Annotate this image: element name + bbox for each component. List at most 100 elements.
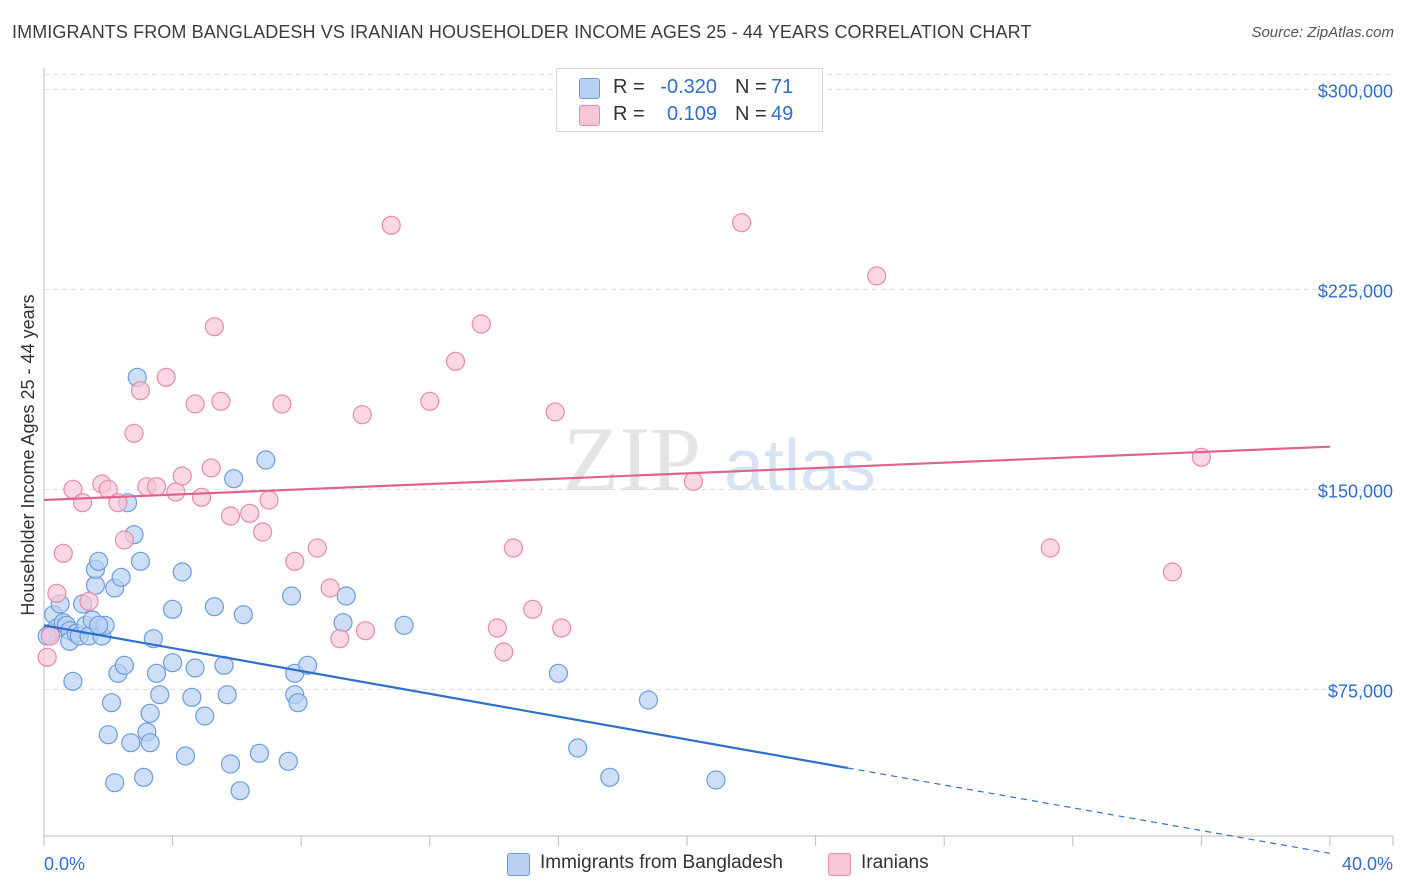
- point-iranians: [259, 490, 279, 510]
- point-bangladesh: [101, 693, 122, 713]
- point-bangladesh: [63, 671, 83, 691]
- series-iranians: [37, 213, 1212, 667]
- point-iranians: [471, 314, 491, 334]
- point-bangladesh: [204, 597, 224, 617]
- trend-line-iranians: [43, 445, 1331, 502]
- point-iranians: [445, 351, 466, 371]
- point-iranians: [37, 647, 57, 667]
- point-bangladesh: [134, 767, 154, 787]
- point-bangladesh: [172, 562, 192, 582]
- y-tick-label: $150,000: [1318, 481, 1393, 501]
- point-iranians: [166, 482, 186, 502]
- legend-n-label: N =: [735, 76, 767, 98]
- point-iranians: [355, 621, 376, 641]
- point-bangladesh: [185, 658, 205, 678]
- legend-r-value: -0.320: [660, 76, 717, 98]
- point-bangladesh: [85, 575, 106, 595]
- point-iranians: [545, 402, 565, 422]
- point-bangladesh: [105, 773, 125, 793]
- point-iranians: [272, 394, 292, 414]
- y-axis-title: Householder Income Ages 25 - 44 years: [18, 294, 38, 615]
- point-iranians: [523, 599, 543, 619]
- point-bangladesh: [140, 703, 160, 723]
- point-bangladesh: [706, 770, 726, 790]
- legend-n-value: 71: [771, 76, 794, 98]
- point-iranians: [130, 381, 151, 401]
- point-iranians: [352, 405, 372, 425]
- point-iranians: [330, 629, 350, 649]
- grid: [44, 74, 1393, 690]
- point-iranians: [240, 503, 260, 523]
- point-iranians: [172, 466, 192, 486]
- point-iranians: [191, 487, 212, 507]
- point-bangladesh: [288, 693, 308, 713]
- point-bangladesh: [224, 469, 244, 489]
- watermark-zip: ZIP: [563, 408, 701, 510]
- point-iranians: [320, 578, 340, 598]
- legend-swatch-blue: [507, 853, 530, 876]
- point-bangladesh: [163, 653, 183, 673]
- x-tick-label-max: 40.0%: [1342, 854, 1393, 874]
- point-iranians: [47, 583, 67, 603]
- legend-label: Iranians: [861, 852, 929, 873]
- point-bangladesh: [195, 706, 215, 726]
- point-iranians: [185, 394, 205, 414]
- point-iranians: [114, 530, 134, 550]
- point-iranians: [867, 266, 887, 286]
- point-iranians: [40, 626, 61, 646]
- point-bangladesh: [568, 738, 588, 758]
- legend-r-label: R =: [613, 76, 645, 98]
- point-iranians: [683, 471, 704, 491]
- point-iranians: [253, 522, 273, 542]
- y-tick-label: $75,000: [1328, 681, 1393, 701]
- point-bangladesh: [278, 751, 298, 771]
- series-legend: Immigrants from Bangladesh Iranians: [0, 852, 1406, 878]
- point-iranians: [201, 458, 221, 478]
- legend-swatch-pink: [579, 105, 600, 126]
- point-bangladesh: [89, 615, 109, 635]
- point-iranians: [503, 538, 523, 558]
- point-bangladesh: [600, 767, 620, 787]
- point-iranians: [220, 506, 241, 526]
- legend-swatch-pink: [828, 853, 851, 876]
- point-iranians: [1162, 562, 1183, 582]
- point-iranians: [72, 493, 93, 513]
- correlation-legend: R = -0.320 N = 71 R = 0.109 N = 49: [556, 68, 823, 132]
- x-tick-label-min: 0.0%: [44, 854, 85, 874]
- point-bangladesh: [163, 599, 183, 619]
- axes: [43, 68, 1394, 846]
- legend-row-iranians: R = 0.109 N = 49: [557, 101, 822, 127]
- y-tick-label: $300,000: [1318, 81, 1393, 101]
- point-bangladesh: [233, 605, 253, 625]
- point-iranians: [156, 367, 176, 387]
- point-bangladesh: [336, 586, 356, 606]
- point-bangladesh: [111, 567, 131, 587]
- point-iranians: [146, 477, 167, 497]
- point-bangladesh: [140, 733, 160, 753]
- point-bangladesh: [146, 663, 167, 683]
- source-credit: Source: ZipAtlas.com: [1251, 24, 1394, 41]
- y-tick-label: $225,000: [1318, 281, 1393, 301]
- point-iranians: [494, 642, 514, 662]
- point-iranians: [53, 543, 73, 563]
- point-bangladesh: [121, 733, 141, 753]
- legend-swatch-blue: [579, 78, 600, 99]
- point-bangladesh: [217, 685, 237, 705]
- point-bangladesh: [98, 725, 118, 745]
- point-bangladesh: [130, 551, 151, 571]
- chart-title: IMMIGRANTS FROM BANGLADESH VS IRANIAN HO…: [12, 22, 1032, 42]
- point-iranians: [204, 317, 224, 337]
- point-iranians: [211, 391, 231, 411]
- trend-extension-bangladesh: [847, 767, 1331, 854]
- legend-n-value: 49: [771, 103, 794, 125]
- point-bangladesh: [281, 586, 302, 606]
- point-iranians: [732, 213, 752, 233]
- point-bangladesh: [114, 655, 134, 675]
- legend-r-label: R =: [613, 103, 645, 125]
- point-bangladesh: [298, 655, 318, 675]
- trend-lines: [43, 445, 1331, 854]
- point-bangladesh: [150, 685, 170, 705]
- legend-label: Immigrants from Bangladesh: [540, 852, 783, 873]
- point-iranians: [307, 538, 327, 558]
